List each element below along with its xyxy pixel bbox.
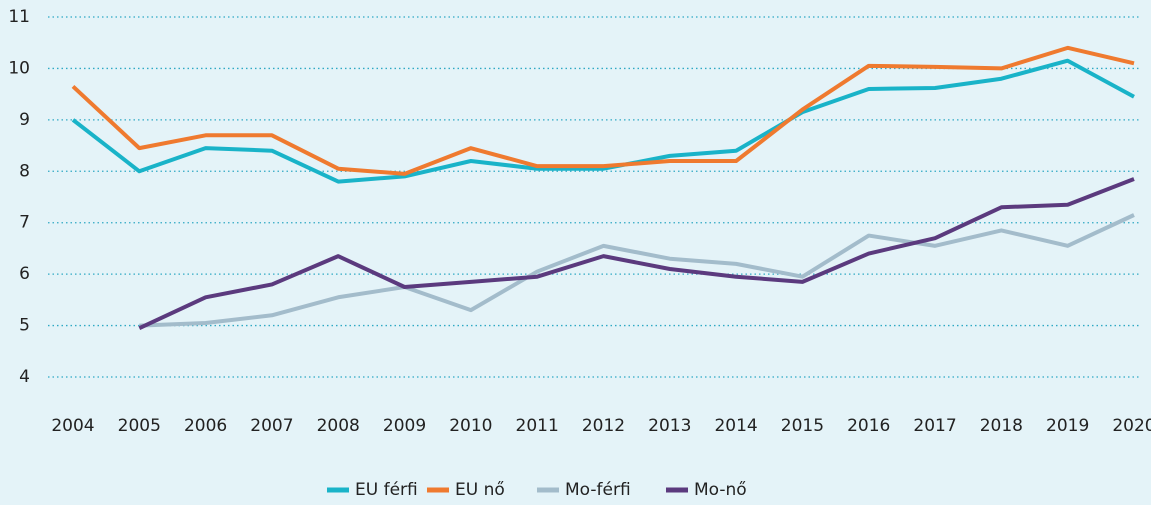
y-tick-label: 6 [19,264,30,284]
x-tick-label: 2016 [847,416,890,436]
x-tick-label: 2011 [516,416,559,436]
legend-label: Mo-nő [694,480,747,500]
legend-label: EU nő [455,480,505,500]
x-tick-label: 2012 [582,416,625,436]
y-tick-label: 11 [8,7,30,27]
x-tick-label: 2005 [118,416,161,436]
x-tick-label: 2015 [781,416,824,436]
x-tick-label: 2004 [51,416,94,436]
x-tick-label: 2010 [449,416,492,436]
series-line [71,58,1135,184]
x-tick-label: 2008 [317,416,360,436]
x-tick-label: 2013 [648,416,691,436]
y-tick-label: 10 [8,58,30,78]
x-tick-label: 2018 [980,416,1023,436]
y-tick-label: 7 [19,213,30,233]
series-line [139,213,1135,328]
x-tick-label: 2014 [714,416,757,436]
y-tick-label: 4 [19,367,30,387]
series-line [138,177,1135,330]
legend-label: Mo-férfi [565,480,631,500]
x-tick-label: 2007 [250,416,293,436]
y-tick-label: 8 [19,161,30,181]
x-tick-label: 2020 [1112,416,1151,436]
x-tick-label: 2017 [913,416,956,436]
x-tick-label: 2006 [184,416,227,436]
x-tick-label: 2019 [1046,416,1089,436]
series-line [71,45,1135,176]
y-tick-label: 5 [19,316,30,336]
y-tick-label: 9 [19,110,30,130]
x-tick-label: 2009 [383,416,426,436]
legend-label: EU férfi [355,480,418,500]
